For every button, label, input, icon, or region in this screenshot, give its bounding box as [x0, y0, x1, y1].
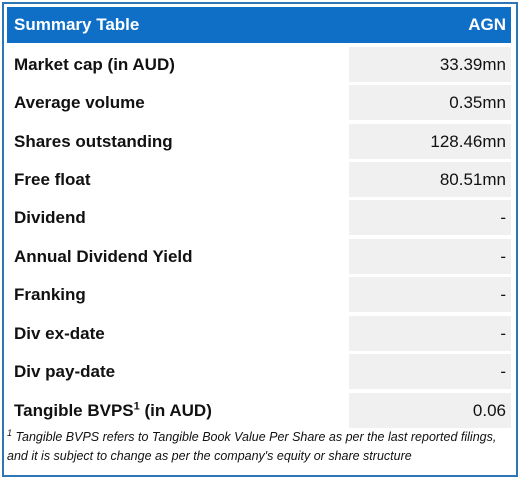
row-div-ex-date: Div ex-date - — [7, 316, 511, 351]
row-free-float: Free float 80.51mn — [7, 162, 511, 197]
value-cell: - — [349, 316, 511, 351]
value-cell: 0.35mn — [349, 85, 511, 120]
label-suffix: (in AUD) — [139, 401, 212, 420]
row-dividend: Dividend - — [7, 200, 511, 235]
value-cell: 128.46mn — [349, 124, 511, 159]
row-value: - — [500, 247, 506, 266]
table-header: Summary Table AGN — [7, 7, 511, 43]
footnote: 1 Tangible BVPS refers to Tangible Book … — [7, 428, 507, 466]
row-average-volume: Average volume 0.35mn — [7, 85, 511, 120]
value-cell: 0.06 — [349, 393, 511, 428]
value-cell: 80.51mn — [349, 162, 511, 197]
row-value: - — [500, 208, 506, 227]
value-cell: - — [349, 239, 511, 274]
value-cell: - — [349, 354, 511, 389]
row-label: Dividend — [14, 208, 86, 227]
row-div-pay-date: Div pay-date - — [7, 354, 511, 389]
row-label: Franking — [14, 285, 86, 304]
row-value: - — [500, 285, 506, 304]
row-value: - — [500, 362, 506, 381]
row-value: 128.46mn — [430, 132, 506, 151]
row-value: 80.51mn — [439, 170, 506, 189]
footnote-marker: 1 — [133, 400, 140, 413]
footnote-marker: 1 — [7, 427, 13, 438]
ticker-symbol: AGN — [468, 15, 506, 34]
row-market-cap: Market cap (in AUD) 33.39mn — [7, 47, 511, 82]
row-label: Shares outstanding — [14, 132, 173, 151]
value-cell: 33.39mn — [349, 47, 511, 82]
value-cell: - — [349, 200, 511, 235]
value-cell: - — [349, 277, 511, 312]
label-text: Tangible BVPS — [14, 401, 134, 420]
row-label: Tangible BVPS1 (in AUD) — [14, 393, 212, 428]
row-label: Market cap (in AUD) — [14, 55, 175, 74]
row-tangible-bvps: Tangible BVPS1 (in AUD) 0.06 — [7, 393, 511, 428]
row-label: Average volume — [14, 93, 145, 112]
row-label: Div pay-date — [14, 362, 116, 381]
row-label: Div ex-date — [14, 324, 105, 343]
table-title: Summary Table — [14, 15, 140, 34]
row-value: 0.35mn — [449, 93, 506, 112]
row-value: - — [500, 324, 506, 343]
row-franking: Franking - — [7, 277, 511, 312]
footnote-text: Tangible BVPS refers to Tangible Book Va… — [7, 430, 497, 463]
row-value: 33.39mn — [439, 55, 506, 74]
row-label: Free float — [14, 170, 91, 189]
row-value: 0.06 — [472, 401, 506, 420]
row-shares-outstanding: Shares outstanding 128.46mn — [7, 124, 511, 159]
row-annual-dividend-yield: Annual Dividend Yield - — [7, 239, 511, 274]
row-label: Annual Dividend Yield — [14, 247, 193, 266]
